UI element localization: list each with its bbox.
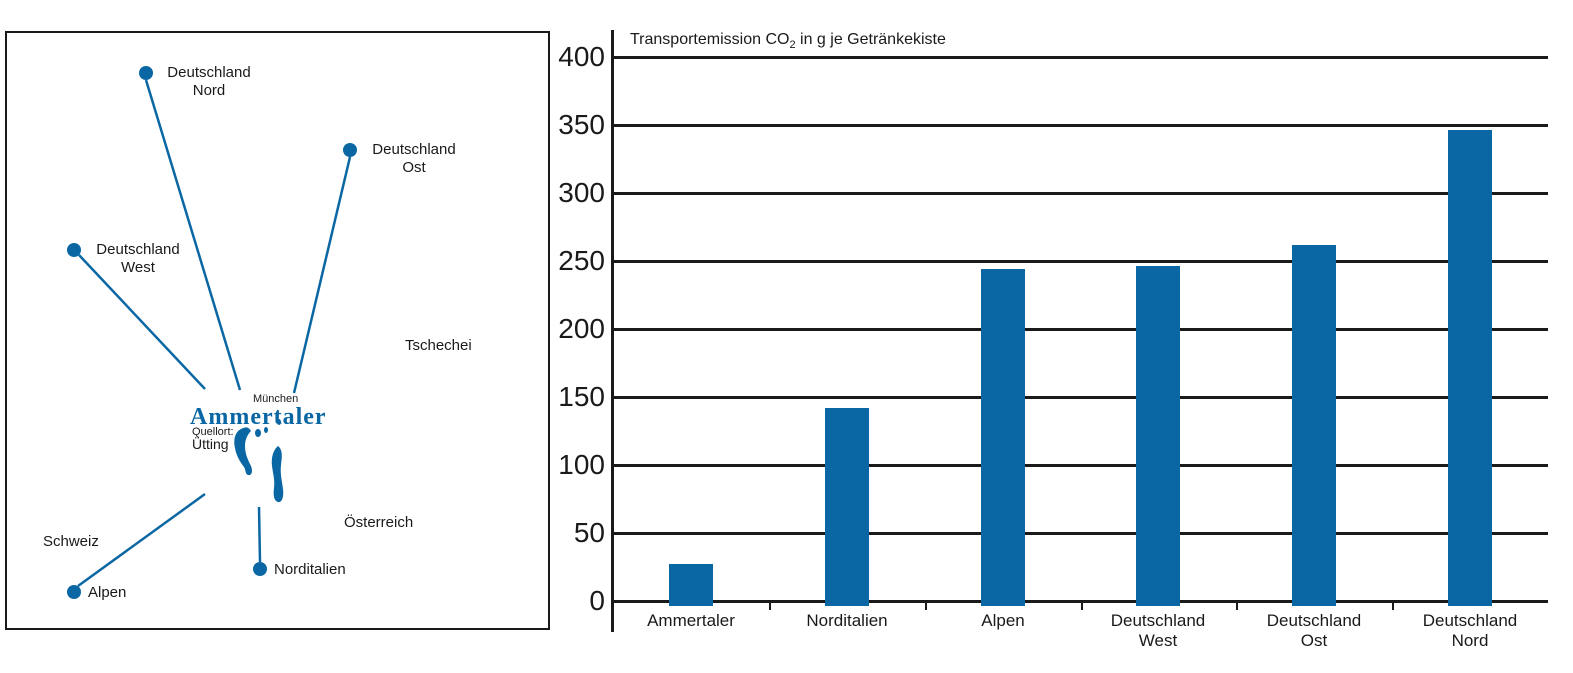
xtick-label-line: Nord (1451, 631, 1489, 650)
bar-alpen (981, 269, 1025, 606)
ytick-label-150: 150 (558, 381, 605, 412)
ytick-label-200: 200 (558, 313, 605, 344)
gridline-0 (613, 600, 1548, 603)
gridline-350 (613, 124, 1548, 127)
label-deutschland-ost: Deutschland Ost (359, 141, 469, 177)
ytick-label-250: 250 (558, 245, 605, 276)
xtick-label-alpen: Alpen (925, 611, 1081, 631)
dot-deutschland-west (67, 243, 81, 257)
chart-title: Transportemission CO2 in g je Getränkeki… (630, 31, 946, 51)
label-quellort: Quellort: (192, 426, 234, 438)
brand-ammertaler: Ammertaler (190, 404, 327, 430)
gridline-150 (613, 396, 1548, 399)
label-utting: Ütting (192, 436, 229, 452)
map-graphics (67, 66, 357, 599)
xtick-label-line: Alpen (981, 611, 1025, 630)
xtick-label-line: Deutschland (1266, 611, 1362, 630)
ytick-label-300: 300 (558, 177, 605, 208)
map-panel: Deutschland Nord Deutschland Ost Deutsch… (5, 31, 550, 630)
label-alpen: Alpen (88, 584, 127, 601)
chart-title-subscript: 2 (789, 39, 796, 51)
lake-small-2 (264, 427, 268, 433)
lake-small-1 (255, 429, 261, 437)
gridline-400 (613, 56, 1548, 59)
label-deutschland-west-line1: Deutschland (96, 241, 180, 258)
bar-deutschland-west (1136, 266, 1180, 606)
dot-deutschland-ost (343, 143, 357, 157)
gridline-200 (613, 328, 1548, 331)
xtick-label-line: Deutschland (1422, 611, 1518, 630)
label-deutschland-west: Deutschland West (83, 241, 193, 277)
bar-ammertaler (669, 564, 713, 606)
xtick-label-line: Ost (1300, 631, 1328, 650)
label-oesterreich: Österreich (344, 514, 414, 531)
line-deutschland-nord (144, 79, 242, 391)
xtick-label-line: Norditalien (806, 611, 888, 630)
label-deutschland-west-line2: West (121, 259, 155, 276)
label-norditalien: Norditalien (274, 561, 346, 578)
dot-alpen (67, 585, 81, 599)
xtick-label-line: Deutschland (1110, 611, 1206, 630)
ytick-label-50: 50 (573, 517, 605, 548)
label-deutschland-ost-line2: Ost (402, 159, 426, 176)
line-alpen (77, 492, 206, 588)
dot-deutschland-nord (139, 66, 153, 80)
ytick-label-100: 100 (558, 449, 605, 480)
label-deutschland-nord-line1: Deutschland (167, 64, 251, 81)
y-axis (611, 30, 614, 632)
label-deutschland-nord: Deutschland Nord (154, 64, 264, 100)
xtick-label-ammertaler: Ammertaler (613, 611, 769, 631)
bar-norditalien (825, 408, 869, 606)
chart-title-suffix: in g je Getränkekiste (795, 31, 946, 48)
lake-starnberger-see (271, 446, 284, 503)
xtick-label-line: Ammertaler (647, 611, 735, 630)
label-tschechei: Tschechei (405, 337, 472, 354)
xtick-label-norditalien: Norditalien (769, 611, 925, 631)
x-axis-tick-4 (1236, 601, 1238, 610)
x-axis-tick-1 (769, 601, 771, 610)
bar-deutschland-nord (1448, 130, 1492, 606)
bar-deutschland-ost (1292, 245, 1336, 606)
x-axis-tick-5 (1392, 601, 1394, 610)
dot-norditalien (253, 562, 267, 576)
xtick-label-deutschland-nord: Deutschland Nord (1392, 611, 1548, 651)
xtick-label-line: West (1138, 631, 1178, 650)
label-schweiz: Schweiz (43, 533, 99, 550)
x-axis-tick-2 (925, 601, 927, 610)
xtick-label-deutschland-west: Deutschland West (1080, 611, 1236, 651)
ytick-label-350: 350 (558, 109, 605, 140)
chart-title-prefix: Transportemission CO (630, 31, 790, 48)
gridline-250 (613, 260, 1548, 263)
lake-small-3 (277, 419, 281, 425)
line-deutschland-west (78, 254, 206, 390)
label-muenchen: München (253, 393, 299, 405)
ytick-label-0: 0 (589, 585, 605, 616)
gridline-300 (613, 192, 1548, 195)
line-norditalien (257, 506, 262, 563)
gridline-50 (613, 532, 1548, 535)
gridline-100 (613, 464, 1548, 467)
xtick-label-deutschland-ost: Deutschland Ost (1236, 611, 1392, 651)
line-deutschland-ost (292, 156, 352, 394)
label-deutschland-nord-line2: Nord (192, 82, 226, 99)
ytick-label-400: 400 (558, 41, 605, 72)
lake-ammersee (234, 427, 252, 476)
x-axis-tick-3 (1081, 601, 1083, 610)
label-deutschland-ost-line1: Deutschland (372, 141, 456, 158)
